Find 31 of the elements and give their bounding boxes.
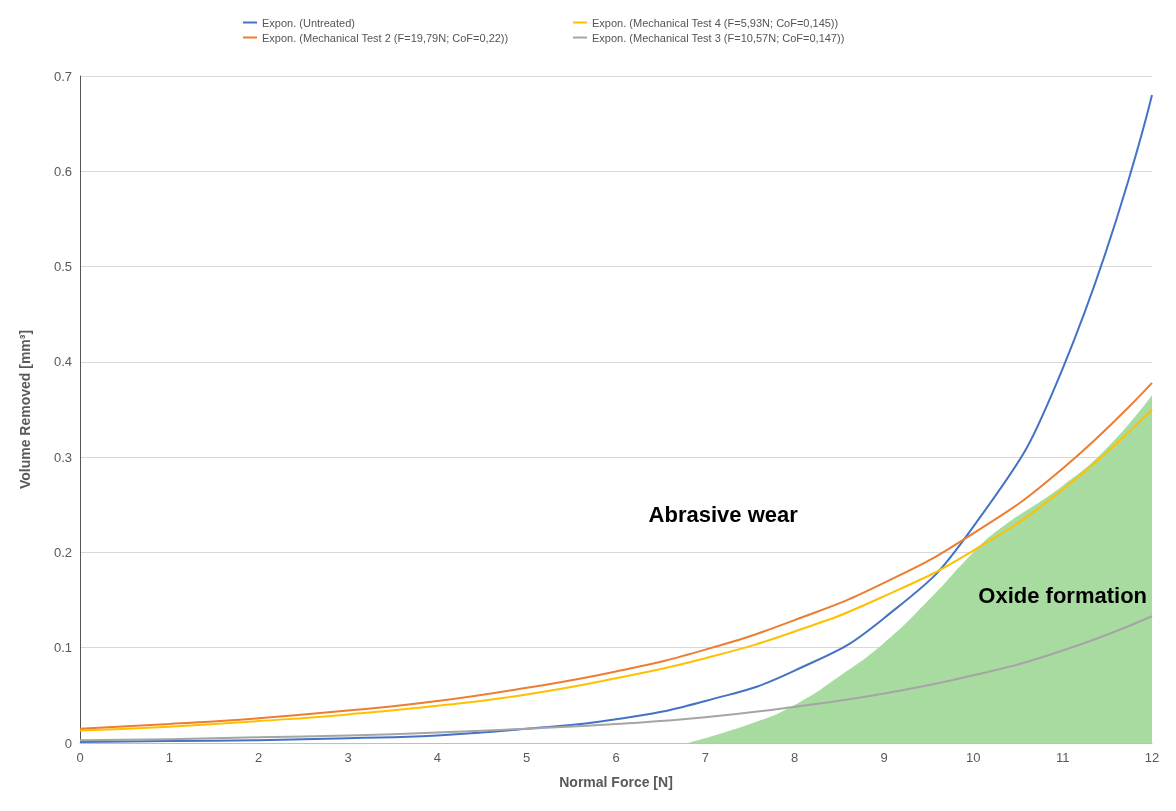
x-tick-label: 8 <box>791 750 799 765</box>
x-tick-label: 3 <box>344 750 352 765</box>
legend-label: Expon. (Mechanical Test 4 (F=5,93N; CoF=0,145)) <box>592 16 839 29</box>
x-tick-label: 1 <box>165 750 173 765</box>
x-tick-label: 0 <box>76 750 84 765</box>
legend-label: Expon. (Mechanical Test 2 (F=19,79N; CoF=0,22)) <box>262 31 509 44</box>
legend-label: Expon. (Mechanical Test 3 (F=10,57N; CoF=0,147)) <box>592 31 845 44</box>
y-tick-label: 0.6 <box>53 163 72 179</box>
x-tick-label: 4 <box>433 750 441 765</box>
line-series <box>79 94 1153 744</box>
legend-label: Expon. (Untreated) <box>262 16 355 29</box>
x-tick-label: 2 <box>255 750 263 765</box>
y-tick-label: 0.2 <box>53 544 72 560</box>
y-tick-label: 0 <box>64 735 72 751</box>
annotation: Oxide formation <box>978 582 1148 608</box>
x-tick-label: 6 <box>612 750 620 765</box>
x-tick-label: 9 <box>880 750 888 765</box>
y-tick-label: 0.7 <box>53 68 72 84</box>
x-tick-label: 7 <box>701 750 709 765</box>
y-tick-label: 0.5 <box>53 259 72 275</box>
y-axis-title: Volume Removed [mm³] <box>17 329 33 490</box>
x-tick-label: 12 <box>1144 750 1160 765</box>
y-tick-label: 0.3 <box>53 449 72 465</box>
x-axis-title: Normal Force [N] <box>559 774 673 790</box>
x-tick-label: 11 <box>1055 750 1070 765</box>
line-series <box>79 615 1153 742</box>
y-tick-label: 0.1 <box>53 640 72 656</box>
annotation: Abrasive wear <box>648 501 799 527</box>
x-tick-label: 10 <box>966 750 981 765</box>
x-tick-label: 5 <box>523 750 531 765</box>
y-tick-label: 0.4 <box>53 354 72 370</box>
